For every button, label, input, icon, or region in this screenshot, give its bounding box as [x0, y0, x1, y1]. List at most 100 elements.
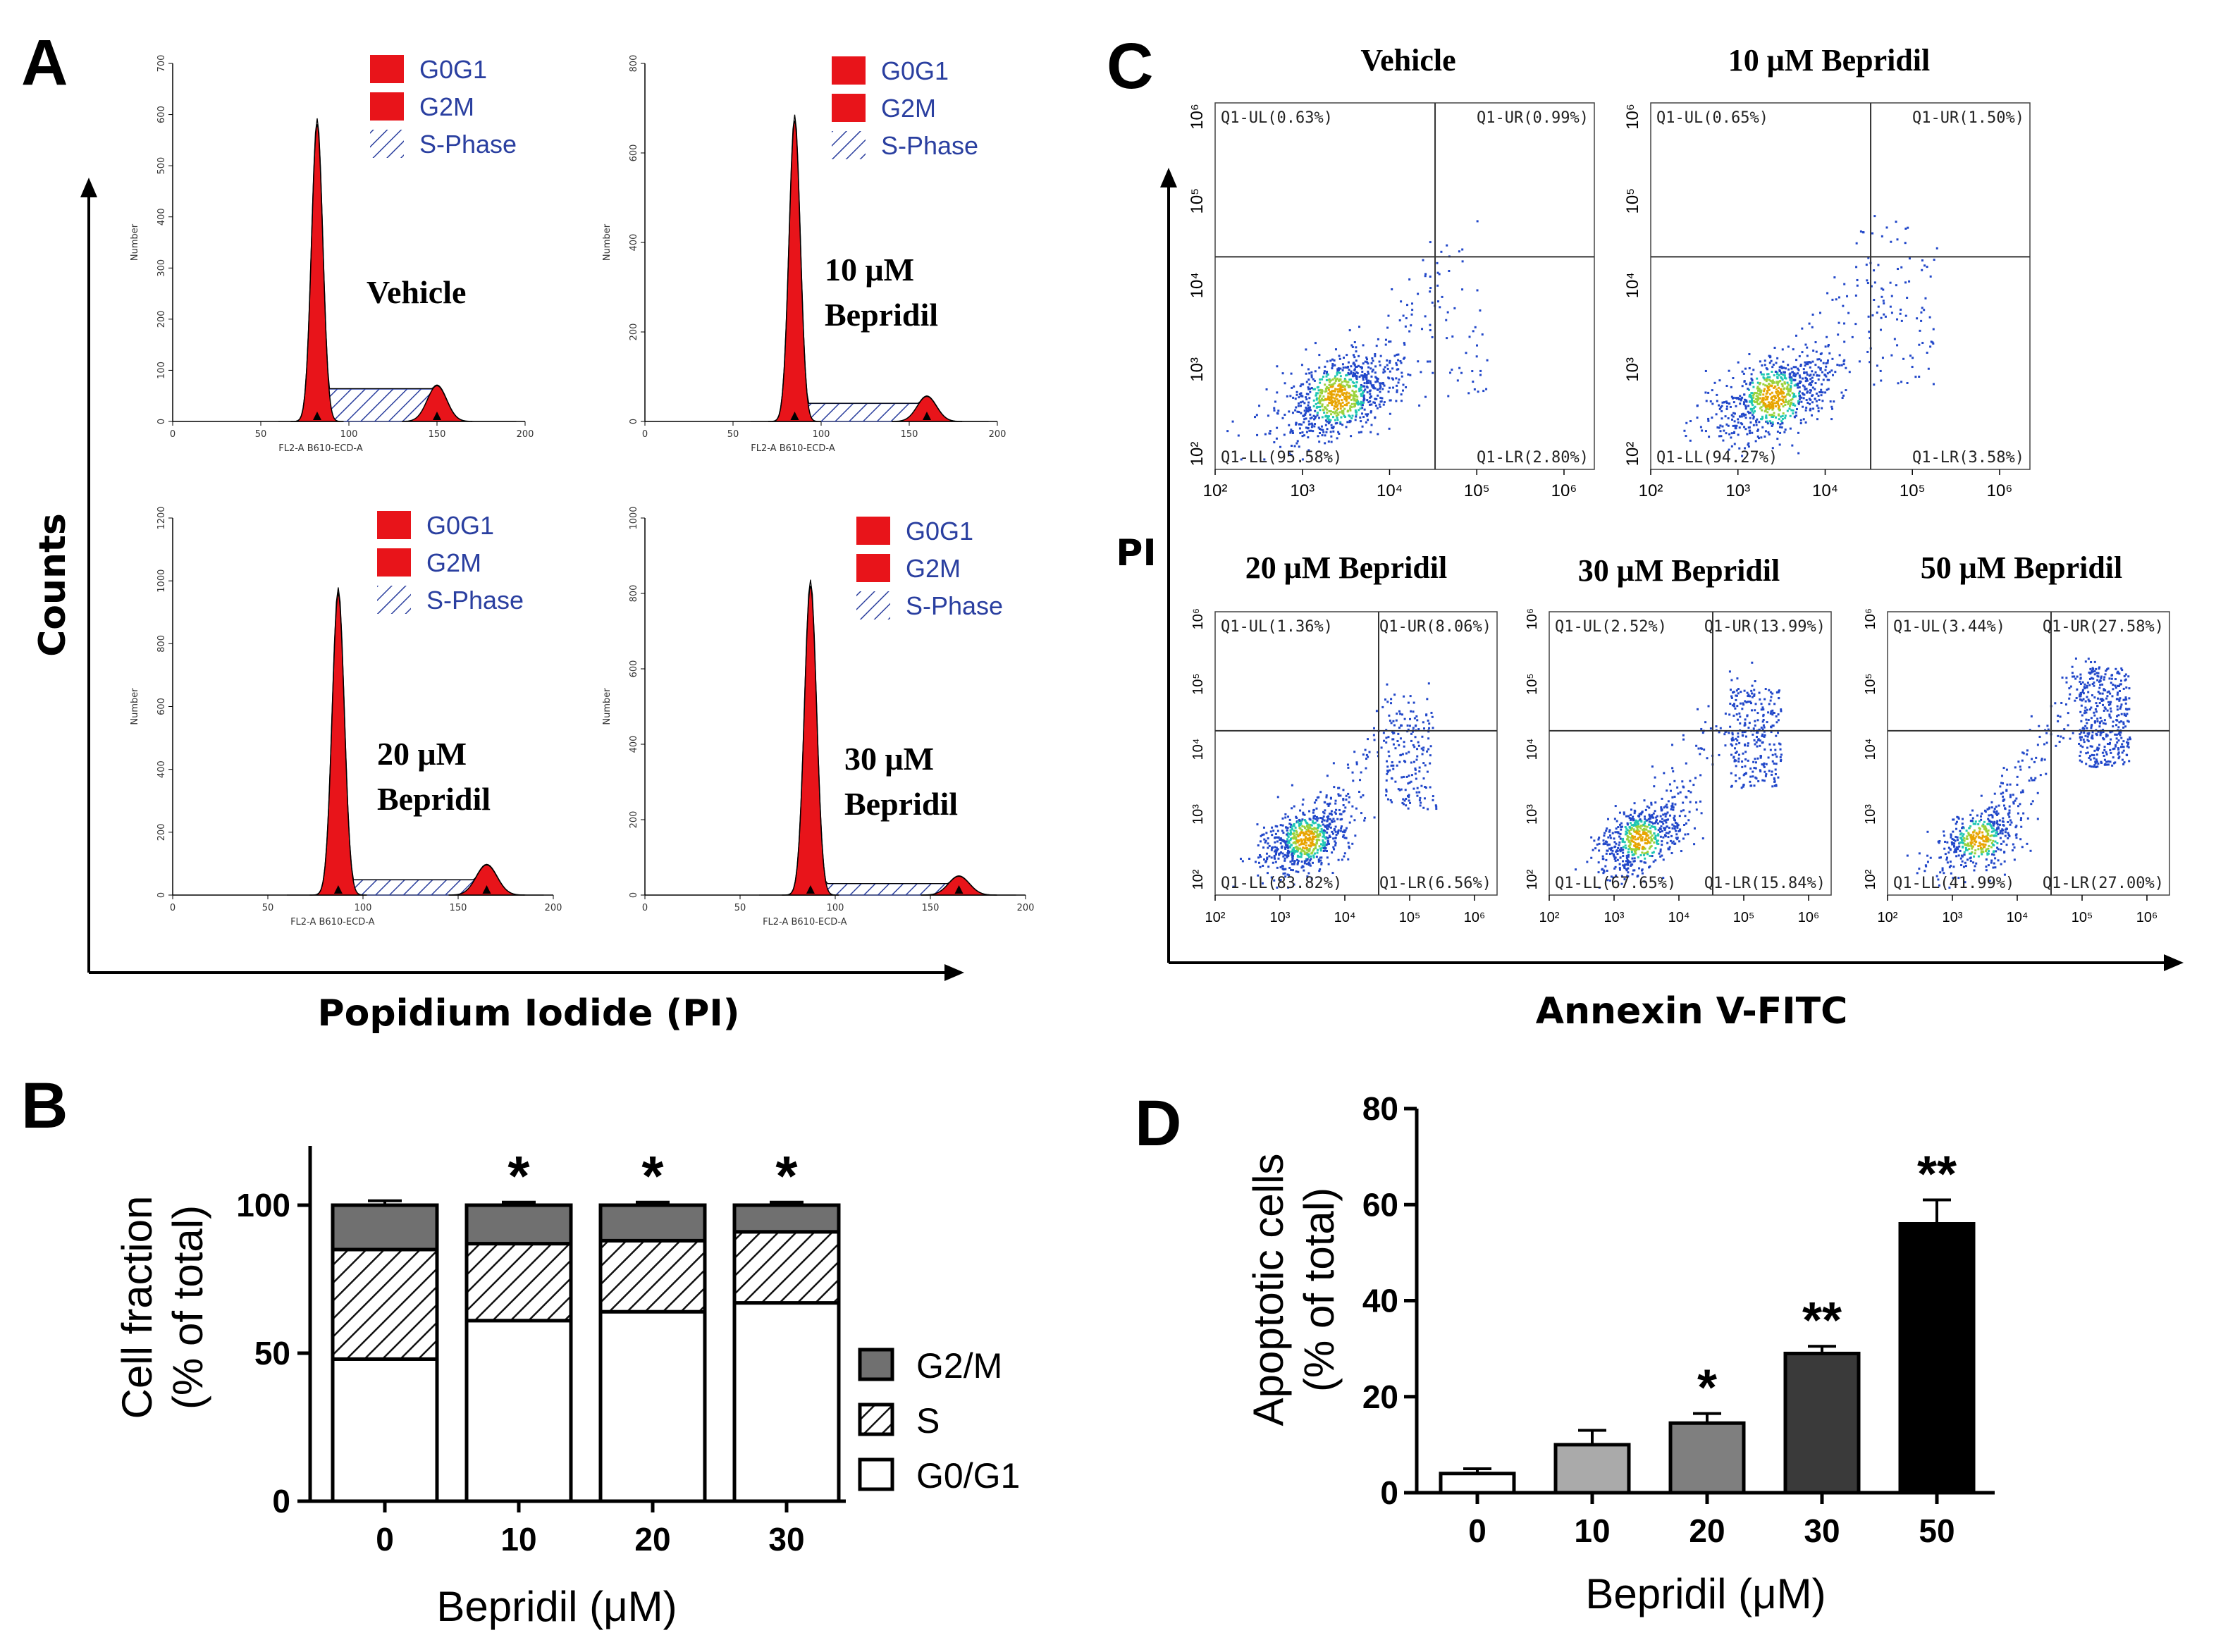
flow-plot-dot — [1309, 859, 1312, 862]
flow-plot-dot — [1485, 388, 1488, 390]
flow-plot-dot — [2100, 720, 2103, 722]
flow-plot-dot — [1291, 851, 1293, 854]
flow-plot-dot — [1629, 843, 1632, 846]
flow-plot-dot — [1795, 414, 1798, 417]
flow-plot-dot — [1774, 768, 1777, 771]
flow-plot-dot — [2102, 729, 2105, 732]
flow-plot-dot — [1799, 422, 1802, 425]
flow-plot-dot — [1348, 846, 1350, 849]
flow-plot-dot — [1797, 400, 1800, 402]
flow-plot-dot — [1769, 699, 1772, 702]
flow-plot-dot — [1990, 861, 1993, 864]
flow-plot-y-tick-label: 10³ — [1863, 804, 1878, 825]
flow-plot-dot — [1288, 874, 1291, 877]
flow-plot-dot — [1361, 425, 1364, 428]
flow-plot-dot — [1395, 362, 1398, 364]
flow-plot-dot — [1310, 376, 1313, 378]
flow-plot-dot — [1363, 819, 1366, 822]
flow-plot-dot — [1765, 380, 1768, 383]
flow-plot-dot — [1718, 731, 1721, 734]
flow-plot-dot — [1367, 419, 1369, 421]
flow-plot-dot — [1359, 366, 1362, 369]
flow-plot-dot — [2103, 746, 2106, 748]
flow-plot-dot — [1751, 661, 1754, 664]
flow-plot-dot — [2118, 699, 2121, 702]
flow-plot-dot — [2085, 711, 2088, 714]
flow-plot-dot — [1356, 401, 1359, 404]
histogram-mean-marker — [923, 412, 931, 420]
flow-plot-dot — [1320, 392, 1323, 395]
flow-plot-dot — [1624, 844, 1627, 847]
flow-plot-dot — [1997, 827, 2000, 830]
flow-plot-dot — [1365, 380, 1368, 383]
flow-plot-dot — [1292, 837, 1295, 839]
flow-plot-dot — [1350, 435, 1353, 438]
flow-plot-dot — [1855, 266, 1858, 269]
flow-plot-dot — [1926, 351, 1928, 354]
flow-plot-x-tick-label: 10⁵ — [1733, 910, 1755, 925]
flow-plot-dot — [1430, 711, 1433, 714]
flow-plot-dot — [2079, 759, 2081, 762]
flow-plot-dot — [1856, 278, 1859, 281]
flow-plot-dot — [1342, 412, 1345, 415]
flow-plot-dot — [1401, 375, 1403, 378]
flow-plot-dot — [1768, 378, 1771, 381]
flow-plot-dot — [1291, 431, 1294, 434]
flow-plot-dot — [1694, 777, 1697, 779]
histogram-y-tick-label: 500 — [156, 157, 167, 175]
flow-plot-dot — [1447, 395, 1450, 397]
flow-plot-dot — [1367, 372, 1370, 375]
flow-plot-dot — [1347, 858, 1350, 861]
flow-plot-dot — [1661, 830, 1663, 832]
flow-plot-dot — [1606, 841, 1608, 844]
flow-plot-dot — [1632, 815, 1635, 818]
flow-plot-dot — [1701, 429, 1704, 432]
flow-plot-dot — [1781, 385, 1784, 388]
flow-plot-dot — [2088, 765, 2091, 768]
flow-plot-dot — [1737, 397, 1740, 400]
flow-plot-dot — [1401, 801, 1404, 804]
flow-plot-dot — [1632, 848, 1635, 851]
flow-plot-dot — [1317, 834, 1319, 837]
flow-plot-dot — [1977, 855, 1980, 858]
flow-plot-dot — [1646, 819, 1649, 822]
flow-plot-dot — [2109, 692, 2112, 695]
flow-plot-dot — [1326, 820, 1329, 822]
flow-plot-dot — [1909, 355, 1912, 357]
flow-plot-dot — [1334, 382, 1336, 385]
flow-plot-dot — [1297, 848, 1300, 851]
flow-plot-dot — [1385, 736, 1388, 739]
flow-plot-dot — [2011, 849, 2014, 852]
flow-plot-dot — [1825, 362, 1828, 365]
flow-plot-dot — [1632, 828, 1635, 831]
flow-plot-dot — [2114, 684, 2117, 687]
flow-plot-dot — [2126, 745, 2129, 748]
flow-plot-dot — [1957, 877, 1960, 880]
flow-plot-dot — [2005, 827, 2008, 830]
flow-plot-dot — [1777, 400, 1780, 402]
flow-plot-dot — [1297, 402, 1300, 405]
flow-plot-dot — [2122, 687, 2125, 690]
flow-plot-dot — [1337, 787, 1340, 789]
flow-plot-dot — [1284, 853, 1286, 856]
flow-plot-dot — [1744, 722, 1747, 725]
flow-plot-dot — [1328, 410, 1331, 413]
flow-plot-dot — [1734, 424, 1737, 427]
flow-plot-dot — [1740, 413, 1743, 416]
flow-plot-dot — [1318, 417, 1321, 419]
flow-plot-dot — [1761, 779, 1764, 782]
flow-plot-dot — [2088, 700, 2091, 703]
flow-plot-dot — [1373, 739, 1376, 741]
flow-plot-dot — [1704, 391, 1707, 394]
flow-plot-dot — [1996, 823, 1999, 826]
flow-plot-dot — [1990, 834, 1993, 837]
flow-plot-dot — [1731, 739, 1734, 742]
flow-plot-dot — [1804, 364, 1806, 367]
flow-plot-dot — [2103, 738, 2105, 741]
flow-plot-dot — [1329, 812, 1332, 815]
flow-plot-dot — [1313, 388, 1316, 390]
flow-plot-ur-label: Q1-UR(8.06%) — [1379, 618, 1491, 636]
flow-plot-dot — [1811, 380, 1814, 383]
flow-plot-dot — [1762, 724, 1765, 727]
